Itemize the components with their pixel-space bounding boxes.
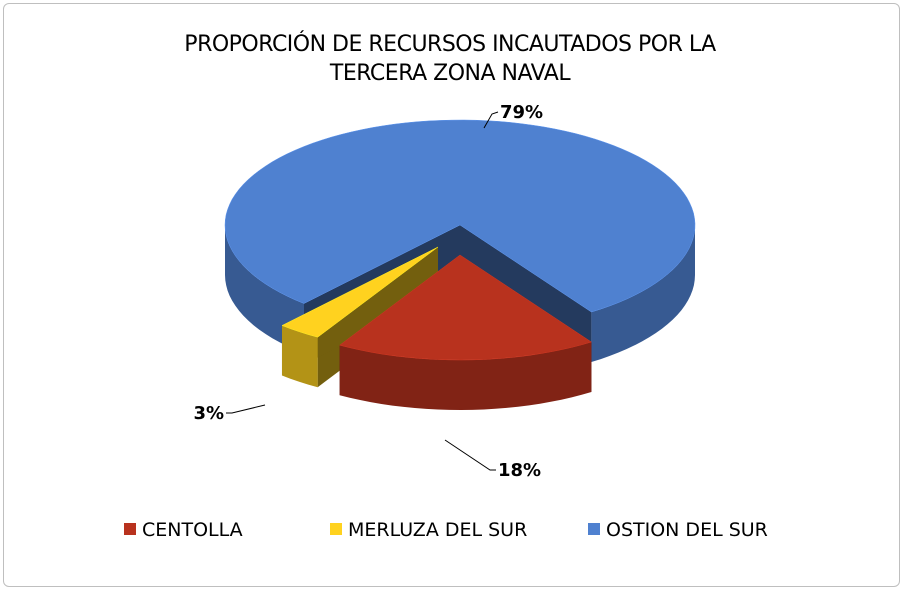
- legend-label: CENTOLLA: [142, 519, 243, 541]
- slice-side: [591, 225, 695, 362]
- legend-label: OSTION DEL SUR: [606, 519, 768, 541]
- data-label: 3%: [193, 403, 224, 424]
- slice: [281, 246, 439, 338]
- legend-swatch: [330, 523, 342, 535]
- legend-label: MERLUZA DEL SUR: [348, 519, 527, 541]
- slice-side: [225, 225, 304, 354]
- slice: [339, 254, 592, 361]
- chart-title: PROPORCIÓN DE RECURSOS INCAUTADOS POR LA…: [184, 32, 716, 86]
- data-label: 79%: [500, 102, 543, 123]
- slice-side: [282, 325, 318, 388]
- slice: [224, 119, 696, 313]
- slice-side: [339, 342, 592, 410]
- legend-swatch: [588, 523, 600, 535]
- leader-line: [444, 439, 496, 471]
- leader-line: [226, 404, 266, 414]
- slice-wall: [281, 247, 438, 376]
- legend-swatch: [124, 523, 136, 535]
- leader-line: [483, 111, 499, 129]
- data-label: 18%: [498, 460, 541, 481]
- chart-frame: [3, 3, 900, 587]
